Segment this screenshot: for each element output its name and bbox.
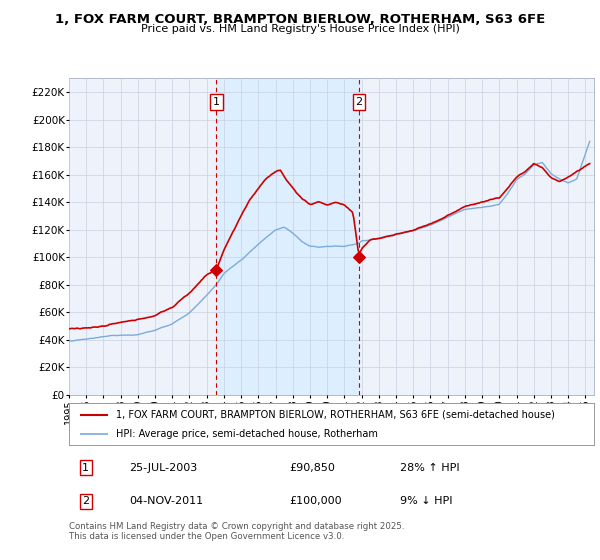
- Text: 2: 2: [355, 97, 362, 107]
- Text: 1, FOX FARM COURT, BRAMPTON BIERLOW, ROTHERHAM, S63 6FE (semi-detached house): 1, FOX FARM COURT, BRAMPTON BIERLOW, ROT…: [116, 409, 555, 419]
- Text: 04-NOV-2011: 04-NOV-2011: [130, 496, 203, 506]
- Point: [212, 265, 221, 274]
- Text: £100,000: £100,000: [290, 496, 342, 506]
- Text: 9% ↓ HPI: 9% ↓ HPI: [400, 496, 452, 506]
- Text: 1: 1: [82, 463, 89, 473]
- Text: £90,850: £90,850: [290, 463, 335, 473]
- Text: 1: 1: [213, 97, 220, 107]
- Text: Price paid vs. HM Land Registry's House Price Index (HPI): Price paid vs. HM Land Registry's House …: [140, 24, 460, 34]
- Bar: [217, 78, 359, 395]
- Point: [354, 253, 364, 262]
- Text: 25-JUL-2003: 25-JUL-2003: [130, 463, 197, 473]
- Text: HPI: Average price, semi-detached house, Rotherham: HPI: Average price, semi-detached house,…: [116, 429, 378, 439]
- Text: 1, FOX FARM COURT, BRAMPTON BIERLOW, ROTHERHAM, S63 6FE: 1, FOX FARM COURT, BRAMPTON BIERLOW, ROT…: [55, 13, 545, 26]
- Text: 2: 2: [82, 496, 89, 506]
- Text: Contains HM Land Registry data © Crown copyright and database right 2025.
This d: Contains HM Land Registry data © Crown c…: [69, 522, 404, 542]
- Text: 28% ↑ HPI: 28% ↑ HPI: [400, 463, 460, 473]
